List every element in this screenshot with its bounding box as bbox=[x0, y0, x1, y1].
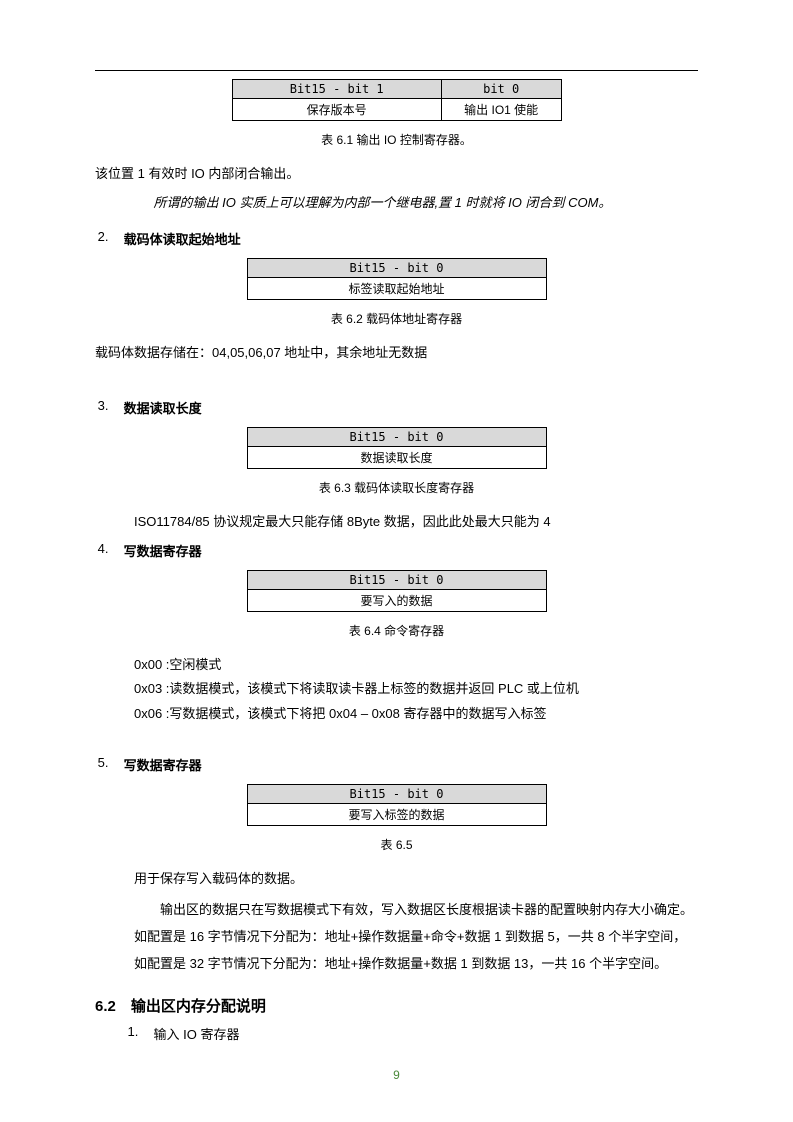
table-cell: 要写入的数据 bbox=[247, 589, 546, 611]
item-label: 输入 IO 寄存器 bbox=[154, 1024, 240, 1043]
table-caption: 表 6.4 命令寄存器 bbox=[95, 622, 698, 639]
list-item-4: 4. 写数据寄存器 bbox=[95, 541, 698, 560]
table-header: Bit15 - bit 1 bbox=[232, 80, 441, 99]
paragraph: 该位置 1 有效时 IO 内部闭合输出。 bbox=[95, 162, 698, 187]
table-cell: 数据读取长度 bbox=[247, 447, 546, 469]
table-header: Bit15 - bit 0 bbox=[247, 784, 546, 803]
table-cell: 要写入标签的数据 bbox=[247, 803, 546, 825]
table-cell: 输出 IO1 使能 bbox=[441, 99, 561, 121]
list-item-3: 3. 数据读取长度 bbox=[95, 398, 698, 417]
item-label: 载码体读取起始地址 bbox=[124, 229, 241, 248]
item-label: 数据读取长度 bbox=[124, 398, 202, 417]
item-number: 3. bbox=[95, 398, 124, 417]
table-cell: 标签读取起始地址 bbox=[247, 278, 546, 300]
item-number: 4. bbox=[95, 541, 124, 560]
table-6-3: Bit15 - bit 0 数据读取长度 bbox=[247, 427, 547, 469]
top-rule bbox=[95, 70, 698, 71]
item-label: 写数据寄存器 bbox=[124, 755, 202, 774]
table-header: bit 0 bbox=[441, 80, 561, 99]
table-caption: 表 6.2 载码体地址寄存器 bbox=[95, 310, 698, 327]
table-caption: 表 6.5 bbox=[95, 836, 698, 853]
table-6-2: Bit15 - bit 0 标签读取起始地址 bbox=[247, 258, 547, 300]
list-item-2: 2. 载码体读取起始地址 bbox=[95, 229, 698, 248]
table-caption: 表 6.1 输出 IO 控制寄存器。 bbox=[95, 131, 698, 148]
section-heading-6-2: 6.2 输出区内存分配说明 bbox=[95, 995, 698, 1016]
item-number: 5. bbox=[95, 755, 124, 774]
mode-line: 0x06 :写数据模式，该模式下将把 0x04 – 0x08 寄存器中的数据写入… bbox=[95, 702, 698, 727]
table-6-1: Bit15 - bit 1 bit 0 保存版本号 输出 IO1 使能 bbox=[232, 79, 562, 121]
list-item-5: 5. 写数据寄存器 bbox=[95, 755, 698, 774]
paragraph: 输出区的数据只在写数据模式下有效，写入数据区长度根据读卡器的配置映射内存大小确定… bbox=[95, 896, 698, 978]
table-6-4: Bit15 - bit 0 要写入的数据 bbox=[247, 570, 547, 612]
table-header: Bit15 - bit 0 bbox=[247, 428, 546, 447]
table-cell: 保存版本号 bbox=[232, 99, 441, 121]
item-number: 2. bbox=[95, 229, 124, 248]
mode-line: 0x03 :读数据模式，该模式下将读取读卡器上标签的数据并返回 PLC 或上位机 bbox=[95, 677, 698, 702]
paragraph: ISO11784/85 协议规定最大只能存储 8Byte 数据，因此此处最大只能… bbox=[95, 510, 698, 535]
paragraph: 载码体数据存储在：04,05,06,07 地址中，其余地址无数据 bbox=[95, 341, 698, 366]
table-header: Bit15 - bit 0 bbox=[247, 570, 546, 589]
item-label: 写数据寄存器 bbox=[124, 541, 202, 560]
mode-line: 0x00 :空闲模式 bbox=[95, 653, 698, 678]
page-number: 9 bbox=[0, 1068, 793, 1082]
table-header: Bit15 - bit 0 bbox=[247, 259, 546, 278]
sub-list-item-1: 1. 输入 IO 寄存器 bbox=[95, 1024, 698, 1043]
table-caption: 表 6.3 载码体读取长度寄存器 bbox=[95, 479, 698, 496]
table-6-5: Bit15 - bit 0 要写入标签的数据 bbox=[247, 784, 547, 826]
paragraph-italic: 所谓的输出 IO 实质上可以理解为内部一个继电器,置 1 时就将 IO 闭合到 … bbox=[95, 191, 698, 216]
item-number: 1. bbox=[128, 1024, 154, 1043]
paragraph: 用于保存写入载码体的数据。 bbox=[95, 867, 698, 892]
